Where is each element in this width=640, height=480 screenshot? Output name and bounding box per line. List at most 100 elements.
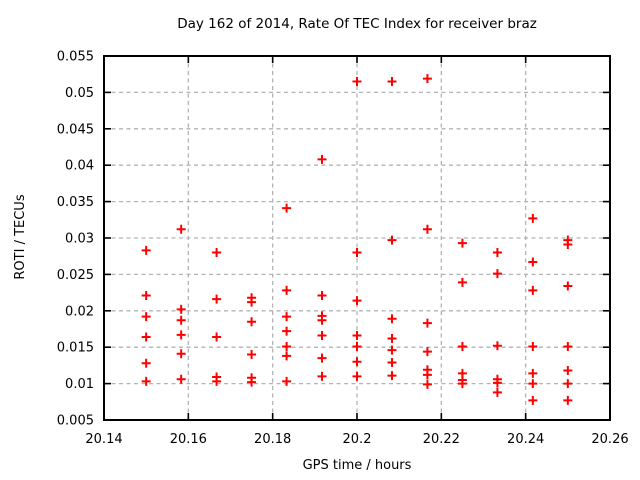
- tick-labels: 20.14 20.16 20.18 20.2 20.22 20.24 20.26 0.005 0…: [57, 50, 629, 448]
- data-point-marker: [247, 377, 257, 387]
- data-point-marker: [387, 333, 397, 343]
- y-tick-label: 0.035: [57, 195, 94, 210]
- data-point-marker: [141, 245, 151, 255]
- data-point-marker: [422, 347, 432, 357]
- data-point-marker: [387, 371, 397, 381]
- data-point-marker: [528, 379, 538, 389]
- data-point-marker: [352, 296, 362, 306]
- data-point-marker: [317, 353, 327, 363]
- data-points: [141, 74, 573, 405]
- data-point-marker: [282, 312, 292, 322]
- data-point-marker: [176, 315, 186, 325]
- data-point-marker: [282, 341, 292, 351]
- data-point-marker: [492, 269, 502, 279]
- x-tick-label: 20.22: [423, 432, 460, 447]
- data-point-marker: [282, 285, 292, 295]
- data-point-marker: [422, 379, 432, 389]
- chart-title: Day 162 of 2014, Rate Of TEC Index for r…: [177, 16, 537, 32]
- data-point-marker: [457, 238, 467, 248]
- data-point-marker: [317, 315, 327, 325]
- data-point-marker: [212, 248, 222, 258]
- data-point-marker: [563, 281, 573, 291]
- data-point-marker: [422, 224, 432, 234]
- data-point-marker: [492, 341, 502, 351]
- grid-lines: [104, 56, 610, 420]
- data-point-marker: [317, 154, 327, 164]
- data-point-marker: [352, 76, 362, 86]
- data-point-marker: [176, 349, 186, 359]
- data-point-marker: [141, 312, 151, 322]
- data-point-marker: [176, 330, 186, 340]
- y-tick-label: 0.03: [65, 232, 94, 247]
- x-tick-label: 20.24: [507, 432, 544, 447]
- data-point-marker: [282, 326, 292, 336]
- data-point-marker: [492, 387, 502, 397]
- data-point-marker: [282, 203, 292, 213]
- data-point-marker: [492, 248, 502, 258]
- data-point-marker: [176, 374, 186, 384]
- data-point-marker: [528, 341, 538, 351]
- data-point-marker: [141, 376, 151, 386]
- data-point-marker: [563, 341, 573, 351]
- plot-border: [103, 55, 611, 421]
- x-tick-label: 20.26: [591, 432, 628, 447]
- y-tick-label: 0.025: [57, 268, 94, 283]
- data-point-marker: [563, 365, 573, 375]
- y-tick-label: 0.01: [65, 377, 94, 392]
- data-point-marker: [176, 224, 186, 234]
- y-axis-label: ROTI / TECUs: [13, 194, 28, 279]
- data-point-marker: [528, 285, 538, 295]
- data-point-marker: [247, 297, 257, 307]
- data-point-marker: [317, 371, 327, 381]
- data-point-marker: [422, 370, 432, 380]
- data-point-marker: [387, 345, 397, 355]
- data-point-marker: [563, 379, 573, 389]
- data-point-marker: [352, 331, 362, 341]
- data-point-marker: [352, 248, 362, 258]
- x-tick-label: 20.16: [170, 432, 207, 447]
- x-tick-label: 20.14: [85, 432, 122, 447]
- data-point-marker: [387, 314, 397, 324]
- data-point-marker: [422, 318, 432, 328]
- data-point-marker: [563, 240, 573, 250]
- data-point-marker: [352, 371, 362, 381]
- y-tick-label: 0.055: [57, 50, 94, 65]
- data-point-marker: [528, 395, 538, 405]
- data-point-marker: [457, 341, 467, 351]
- data-point-marker: [141, 291, 151, 301]
- y-tick-label: 0.015: [57, 341, 94, 356]
- data-point-marker: [212, 376, 222, 386]
- data-point-marker: [141, 332, 151, 342]
- data-point-marker: [528, 257, 538, 267]
- data-point-marker: [563, 395, 573, 405]
- data-point-marker: [528, 368, 538, 378]
- x-axis-label: GPS time / hours: [303, 458, 412, 473]
- data-point-marker: [212, 332, 222, 342]
- data-point-marker: [492, 378, 502, 388]
- data-point-marker: [247, 349, 257, 359]
- data-point-marker: [387, 357, 397, 367]
- data-point-marker: [387, 235, 397, 245]
- data-point-marker: [317, 291, 327, 301]
- data-point-marker: [422, 74, 432, 84]
- data-point-marker: [317, 331, 327, 341]
- data-point-marker: [212, 294, 222, 304]
- x-tick-label: 20.18: [254, 432, 291, 447]
- y-tick-label: 0.02: [65, 304, 94, 319]
- data-point-marker: [352, 341, 362, 351]
- data-point-marker: [141, 358, 151, 368]
- y-tick-label: 0.045: [57, 122, 94, 137]
- x-tick-label: 20.2: [343, 432, 372, 447]
- data-point-marker: [282, 351, 292, 361]
- data-point-marker: [282, 376, 292, 386]
- data-point-marker: [457, 379, 467, 389]
- y-tick-label: 0.005: [57, 414, 94, 429]
- data-point-marker: [247, 317, 257, 327]
- data-point-marker: [528, 213, 538, 223]
- data-point-marker: [387, 76, 397, 86]
- data-point-marker: [352, 357, 362, 367]
- y-tick-label: 0.05: [65, 86, 94, 101]
- data-point-marker: [176, 304, 186, 314]
